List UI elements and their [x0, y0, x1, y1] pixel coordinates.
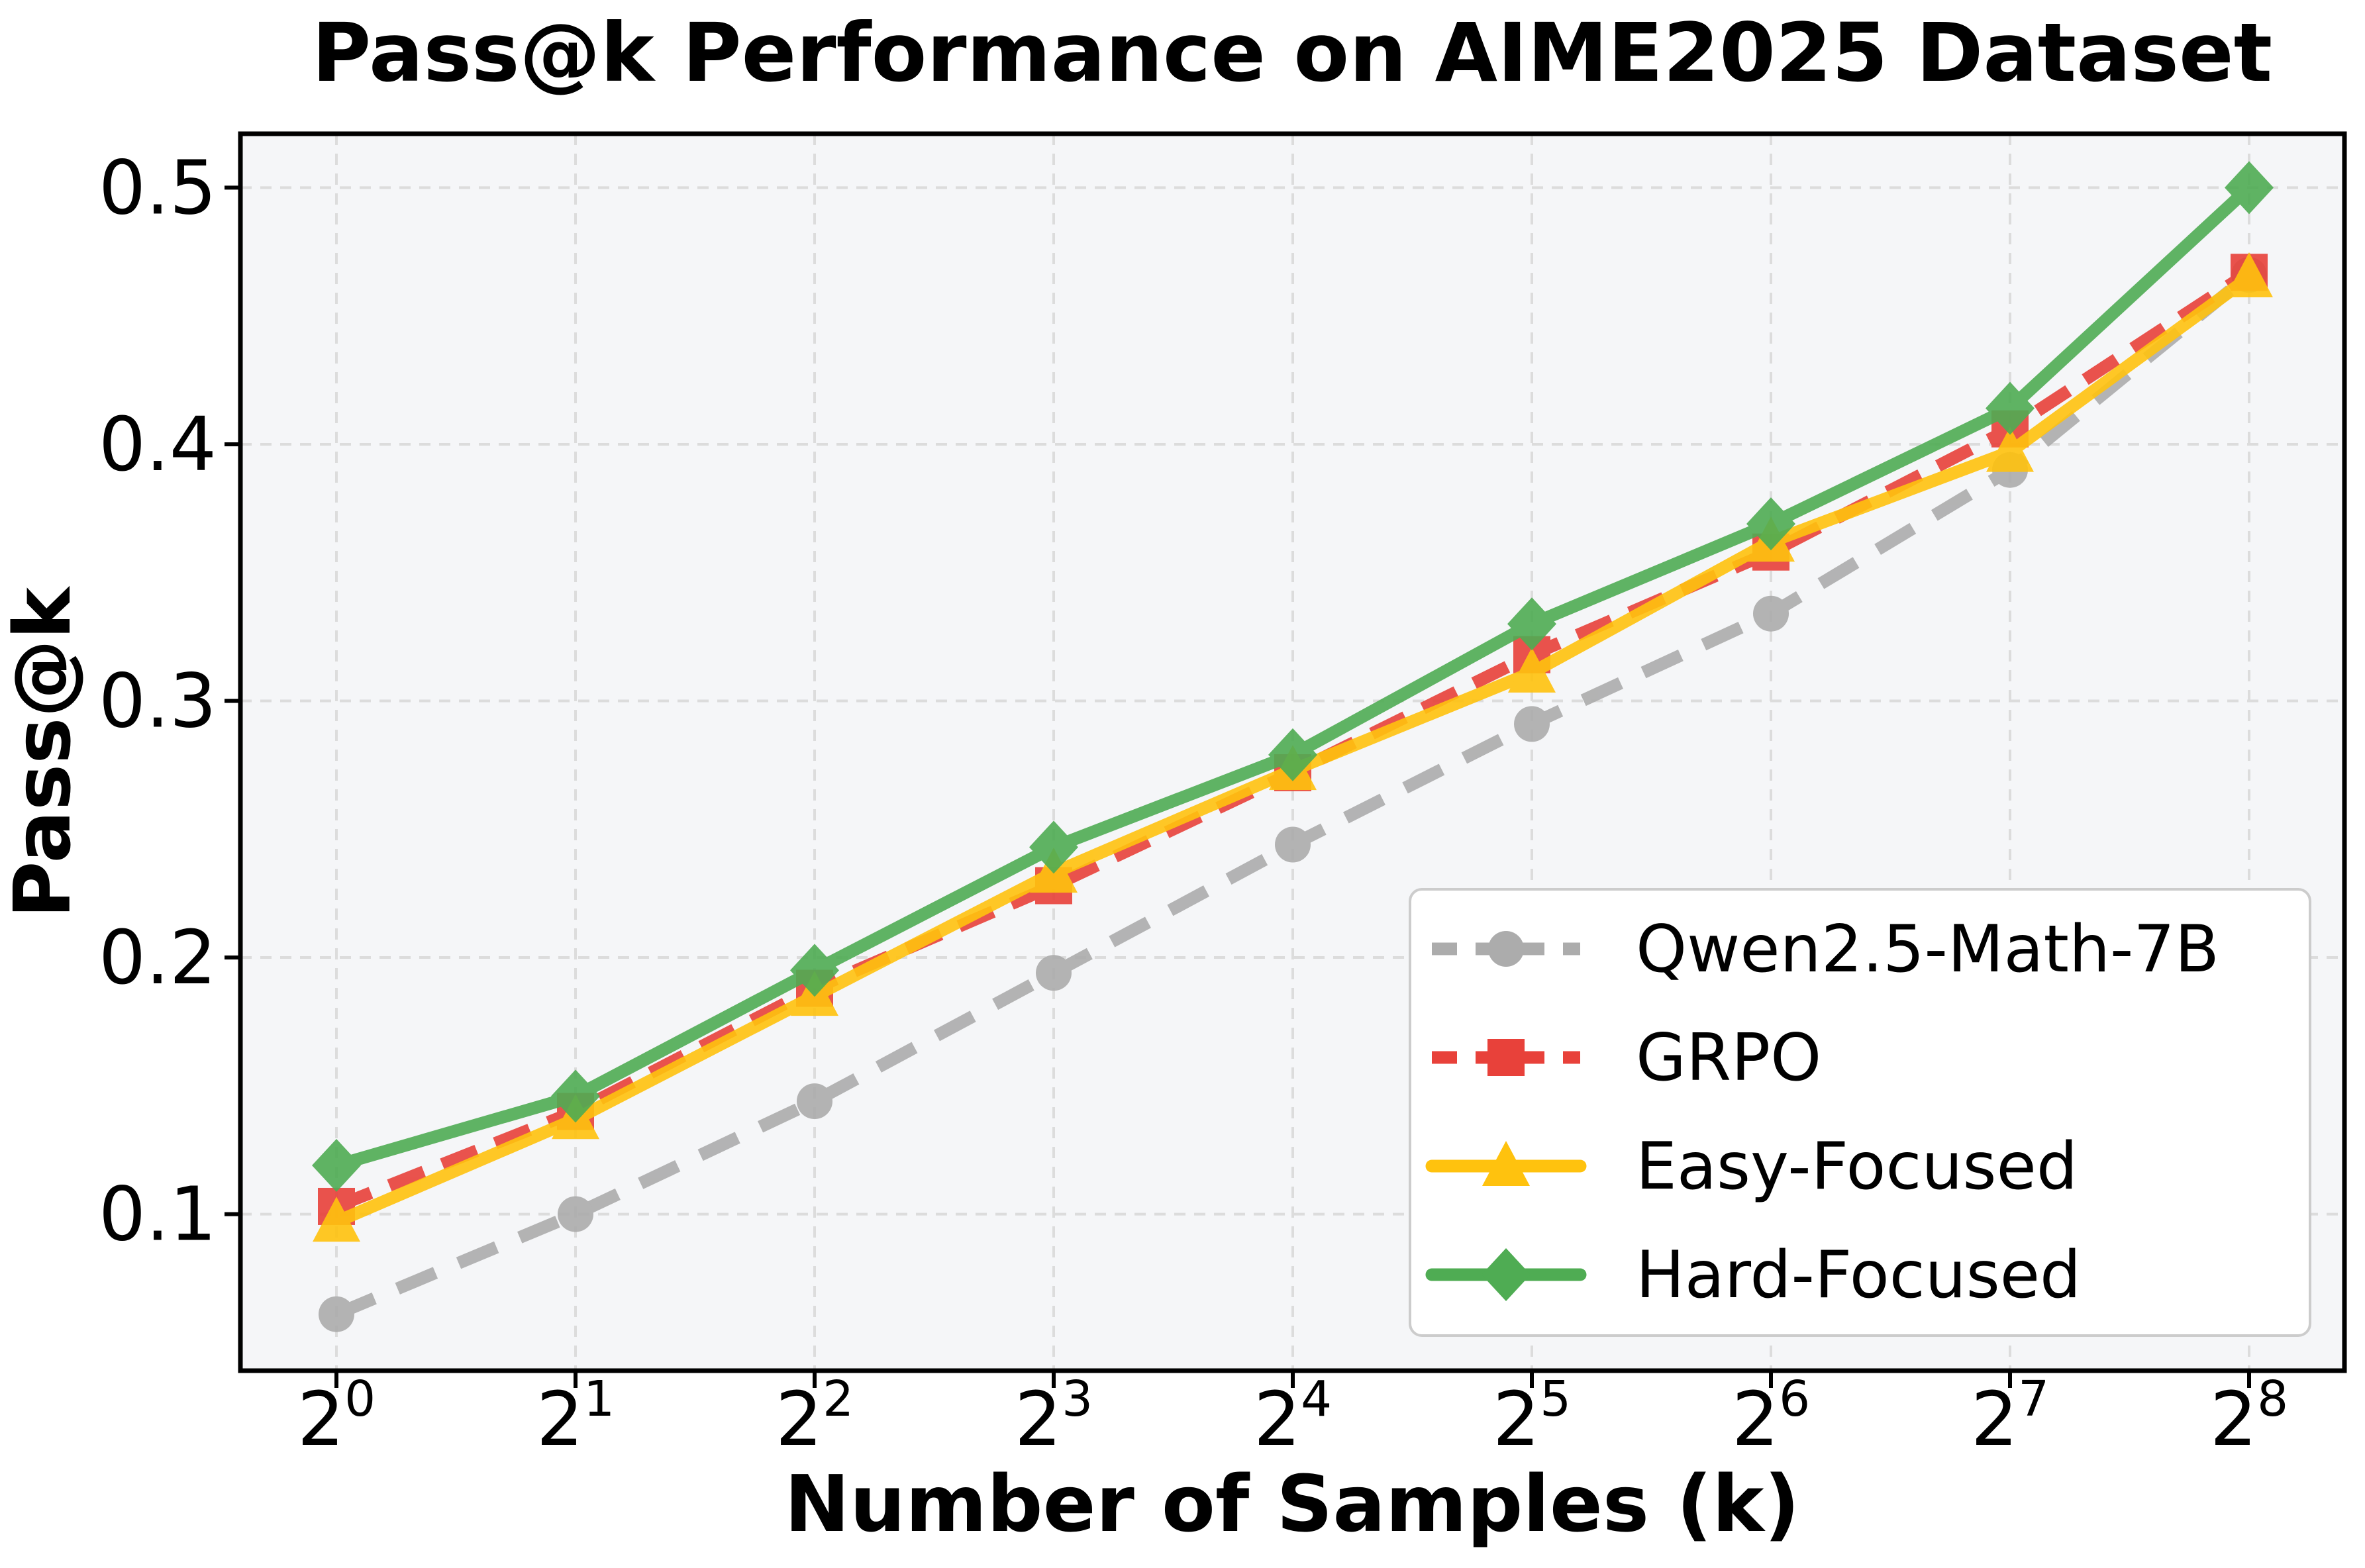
y-tick-label: 0.4 — [99, 402, 217, 488]
triangle-marker — [2225, 252, 2273, 298]
legend-item: Hard-Focused — [1425, 1238, 2081, 1313]
y-tick-label: 0.5 — [99, 145, 217, 231]
legend-label: Hard-Focused — [1636, 1238, 2081, 1313]
y-tick-label: 0.3 — [99, 658, 217, 744]
series-hard-focused — [312, 161, 2274, 1192]
legend: Qwen2.5-Math-7B GRPO Easy-Focused Hard-Focu… — [1409, 888, 2311, 1337]
diamond-marker — [1507, 597, 1556, 651]
y-tick-label: 0.2 — [99, 915, 217, 1001]
legend-box — [1409, 888, 2311, 1337]
circle-marker — [1753, 595, 1789, 632]
x-tick-label: 25 — [1493, 1371, 1571, 1463]
circle-marker — [1275, 826, 1311, 863]
x-axis-label: Number of Samples (k) — [784, 1458, 1799, 1549]
plot-area: 0.1 0.2 0.3 0.4 0.5 20 21 22 23 24 25 26 27 28 — [99, 131, 2347, 1463]
circle-marker — [797, 1083, 832, 1120]
x-tick-label: 21 — [536, 1371, 615, 1463]
triangle-marker — [313, 1197, 360, 1242]
diamond-marker — [1268, 728, 1317, 781]
legend-label: GRPO — [1636, 1020, 1821, 1096]
diamond-marker — [312, 1138, 361, 1192]
circle-marker — [558, 1196, 593, 1232]
legend-item: Easy-Focused — [1425, 1129, 2078, 1204]
triangle-marker — [1508, 647, 1556, 693]
square-marker — [1487, 1039, 1525, 1076]
x-tick-label: 26 — [1732, 1371, 1810, 1463]
diamond-marker — [2225, 161, 2274, 215]
x-tick-label: 20 — [297, 1371, 376, 1463]
circle-marker — [319, 1296, 354, 1332]
circle-marker — [1488, 931, 1524, 967]
x-tick-label: 28 — [2210, 1371, 2288, 1463]
chart-title: Pass@k Performance on AIME2025 Dataset — [312, 6, 2272, 100]
triangle-marker — [1986, 426, 2034, 472]
circle-marker — [1036, 955, 1072, 991]
circle-marker — [1514, 706, 1550, 742]
x-tick-label: 24 — [1254, 1371, 1332, 1463]
x-tick-label: 27 — [1971, 1371, 2049, 1463]
diamond-marker — [1482, 1248, 1531, 1301]
x-tick-label: 22 — [776, 1371, 854, 1463]
y-tick-label: 0.1 — [99, 1172, 217, 1258]
diamond-marker — [551, 1069, 600, 1123]
legend-label: Qwen2.5-Math-7B — [1636, 912, 2219, 987]
series-qwen2-5-math-7b — [319, 257, 2267, 1332]
y-axis-label: Pass@k — [0, 586, 88, 918]
legend-item: GRPO — [1432, 1020, 1821, 1096]
legend-label: Easy-Focused — [1636, 1129, 2078, 1204]
triangle-marker — [1482, 1141, 1530, 1186]
diamond-marker — [790, 944, 839, 997]
x-tick-label: 23 — [1015, 1371, 1093, 1463]
diamond-marker — [1746, 497, 1795, 551]
diamond-marker — [1029, 820, 1078, 874]
diamond-marker — [1986, 381, 2035, 435]
legend-item: Qwen2.5-Math-7B — [1432, 912, 2219, 987]
